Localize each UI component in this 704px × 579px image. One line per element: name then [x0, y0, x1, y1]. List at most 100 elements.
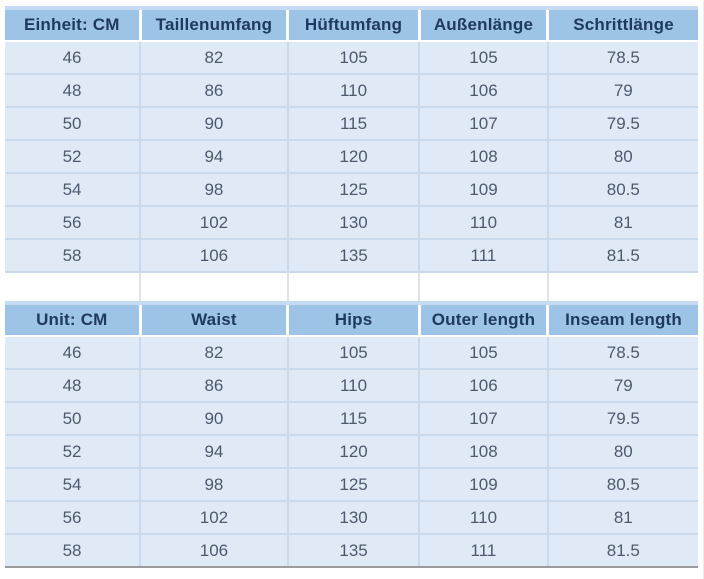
cell-inseam-length: 80.5	[546, 468, 698, 502]
spacer-cell	[5, 271, 141, 303]
cell-inseam-length: 79	[546, 74, 698, 108]
cell-size: 58	[5, 239, 141, 273]
spacer-cell	[418, 271, 548, 303]
cell-waist: 82	[139, 41, 288, 75]
cell-inseam-length: 80.5	[546, 173, 698, 207]
cell-hips: 120	[286, 140, 420, 174]
cell-outer-length: 105	[418, 336, 548, 370]
cell-waist: 94	[139, 435, 288, 469]
cell-size: 46	[5, 336, 141, 370]
cell-inseam-length: 81	[546, 501, 698, 535]
spacer-cell	[546, 271, 698, 303]
table-row: 48 86 110 106 79	[5, 74, 698, 108]
table-row: 50 90 115 107 79.5	[5, 402, 698, 436]
cell-inseam-length: 80	[546, 140, 698, 174]
cell-size: 48	[5, 74, 141, 108]
cell-waist: 86	[139, 369, 288, 403]
table-row: 52 94 120 108 80	[5, 140, 698, 174]
cell-inseam-length: 80	[546, 435, 698, 469]
cell-inseam-length: 79.5	[546, 402, 698, 436]
cell-waist: 82	[139, 336, 288, 370]
cell-waist: 102	[139, 206, 288, 240]
cell-hips: 130	[286, 206, 420, 240]
column-header-waist: Waist	[138, 301, 288, 337]
cell-hips: 105	[286, 336, 420, 370]
spacer-row	[5, 271, 698, 303]
cell-hips: 135	[286, 534, 420, 568]
cell-size: 56	[5, 501, 141, 535]
table-row: 58 106 135 111 81.5	[5, 534, 698, 568]
table-header-row: Unit: CM Waist Hips Outer length Inseam …	[5, 301, 698, 337]
spacer-cell	[139, 271, 288, 303]
cell-hips: 110	[286, 369, 420, 403]
cell-outer-length: 105	[418, 41, 548, 75]
table-row: 56 102 130 110 81	[5, 501, 698, 535]
cell-inseam-length: 78.5	[546, 336, 698, 370]
cell-outer-length: 106	[418, 74, 548, 108]
cell-outer-length: 107	[418, 402, 548, 436]
spacer-cell	[286, 271, 420, 303]
column-header-waist: Taillenumfang	[138, 6, 288, 42]
cell-waist: 98	[139, 173, 288, 207]
cell-size: 50	[5, 107, 141, 141]
cell-inseam-length: 81.5	[546, 239, 698, 273]
cell-waist: 98	[139, 468, 288, 502]
cell-hips: 115	[286, 402, 420, 436]
cell-inseam-length: 79.5	[546, 107, 698, 141]
cell-outer-length: 107	[418, 107, 548, 141]
table-row: 58 106 135 111 81.5	[5, 239, 698, 273]
cell-size: 46	[5, 41, 141, 75]
cell-waist: 102	[139, 501, 288, 535]
cell-outer-length: 108	[418, 140, 548, 174]
column-header-unit: Einheit: CM	[5, 6, 141, 42]
cell-waist: 94	[139, 140, 288, 174]
size-chart-table: Einheit: CM Taillenumfang Hüftumfang Auß…	[5, 6, 698, 568]
cell-size: 54	[5, 468, 141, 502]
cell-hips: 135	[286, 239, 420, 273]
cell-outer-length: 110	[418, 206, 548, 240]
cell-outer-length: 109	[418, 173, 548, 207]
column-header-unit: Unit: CM	[5, 301, 141, 337]
column-header-hips: Hüftumfang	[286, 6, 420, 42]
cell-outer-length: 111	[418, 534, 548, 568]
cell-outer-length: 110	[418, 501, 548, 535]
cell-hips: 115	[286, 107, 420, 141]
cell-inseam-length: 79	[546, 369, 698, 403]
table-row: 56 102 130 110 81	[5, 206, 698, 240]
cell-size: 48	[5, 369, 141, 403]
cell-waist: 90	[139, 107, 288, 141]
cell-outer-length: 109	[418, 468, 548, 502]
cell-waist: 106	[139, 534, 288, 568]
cell-size: 50	[5, 402, 141, 436]
cell-waist: 106	[139, 239, 288, 273]
size-chart-table-body: Einheit: CM Taillenumfang Hüftumfang Auß…	[5, 6, 698, 568]
column-header-inseam-length: Inseam length	[546, 301, 698, 337]
cell-size: 56	[5, 206, 141, 240]
cell-size: 52	[5, 435, 141, 469]
cell-size: 54	[5, 173, 141, 207]
cell-hips: 120	[286, 435, 420, 469]
column-header-outer-length: Außenlänge	[417, 6, 548, 42]
cell-outer-length: 108	[418, 435, 548, 469]
cell-size: 58	[5, 534, 141, 568]
cell-hips: 105	[286, 41, 420, 75]
cell-outer-length: 106	[418, 369, 548, 403]
cell-outer-length: 111	[418, 239, 548, 273]
table-row: 48 86 110 106 79	[5, 369, 698, 403]
cell-inseam-length: 81.5	[546, 534, 698, 568]
table-row: 46 82 105 105 78.5	[5, 41, 698, 75]
column-header-inseam-length: Schrittlänge	[546, 6, 698, 42]
table-row: 50 90 115 107 79.5	[5, 107, 698, 141]
table-row: 52 94 120 108 80	[5, 435, 698, 469]
cell-waist: 86	[139, 74, 288, 108]
column-header-hips: Hips	[286, 301, 420, 337]
cell-hips: 110	[286, 74, 420, 108]
cell-size: 52	[5, 140, 141, 174]
column-header-outer-length: Outer length	[417, 301, 548, 337]
cell-inseam-length: 78.5	[546, 41, 698, 75]
cell-inseam-length: 81	[546, 206, 698, 240]
cell-hips: 125	[286, 173, 420, 207]
cell-waist: 90	[139, 402, 288, 436]
table-row: 54 98 125 109 80.5	[5, 173, 698, 207]
